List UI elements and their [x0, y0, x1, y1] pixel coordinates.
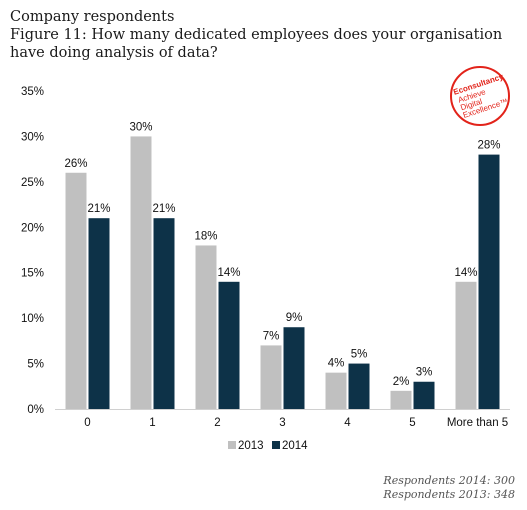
- y-tick-label: 5%: [27, 359, 44, 371]
- data-label: 14%: [454, 267, 477, 279]
- x-category-label: 2: [214, 417, 220, 429]
- respondent-notes: Respondents 2014: 300 Respondents 2013: …: [383, 474, 515, 502]
- respondents-2013-note: Respondents 2013: 348: [383, 488, 515, 501]
- y-tick-label: 0%: [27, 404, 44, 416]
- y-tick-label: 30%: [21, 131, 44, 143]
- legend-label-2014: 2014: [282, 440, 308, 452]
- bar-2014: [478, 154, 500, 409]
- x-category-label: 4: [344, 417, 351, 429]
- bar-2014: [153, 218, 175, 409]
- y-tick-label: 15%: [21, 268, 44, 280]
- data-label: 18%: [194, 230, 217, 242]
- data-label: 4%: [328, 358, 345, 370]
- bar-2013: [130, 136, 152, 409]
- data-label: 3%: [416, 367, 433, 379]
- bar-2014: [348, 363, 370, 409]
- y-axis: 0% 5% 10% 15% 20% 25% 30% 35%: [21, 86, 44, 416]
- data-label: 5%: [351, 349, 368, 361]
- chart-heading: Company respondents Figure 11: How many …: [10, 8, 515, 62]
- data-label: 21%: [152, 203, 175, 215]
- bars-group: 26% 21% 30% 21% 18% 14% 7% 9% 4% 5% 2% 3% 14% 28%: [64, 121, 501, 409]
- data-label: 2%: [393, 376, 410, 388]
- bar-2013: [65, 172, 87, 409]
- econsultancy-logo: Econsultancy Achieve Digital Excellence™: [450, 66, 510, 126]
- data-label: 26%: [64, 158, 87, 170]
- bar-2013: [325, 372, 347, 409]
- bar-2013: [195, 245, 217, 409]
- bar-2013: [455, 281, 477, 409]
- data-label: 30%: [129, 121, 152, 133]
- y-tick-label: 20%: [21, 222, 44, 234]
- bar-2013: [260, 345, 282, 409]
- bar-2014: [413, 381, 435, 409]
- data-label: 7%: [263, 330, 280, 342]
- x-category-label: 3: [279, 417, 285, 429]
- data-label: 14%: [217, 267, 240, 279]
- legend-label-2013: 2013: [238, 440, 264, 452]
- respondents-2014-note: Respondents 2014: 300: [383, 474, 515, 487]
- x-category-label: 5: [409, 417, 415, 429]
- logo-circle: [450, 66, 510, 126]
- x-axis: 0 1 2 3 4 5 More than 5: [55, 409, 510, 429]
- heading-line-1: Company respondents: [10, 9, 175, 25]
- x-category-label: 0: [84, 417, 90, 429]
- x-category-label: 1: [149, 417, 155, 429]
- bar-2014: [88, 218, 110, 409]
- legend: 2013 2014: [228, 440, 308, 452]
- heading-line-2: Figure 11: How many dedicated employees …: [10, 27, 503, 61]
- data-label: 21%: [87, 203, 110, 215]
- legend-swatch-2013: [228, 441, 236, 449]
- x-category-label: More than 5: [447, 417, 508, 429]
- bar-2014: [283, 327, 305, 409]
- legend-swatch-2014: [272, 441, 280, 449]
- bar-2013: [390, 390, 412, 409]
- y-tick-label: 25%: [21, 177, 44, 189]
- data-label: 28%: [477, 140, 500, 152]
- y-tick-label: 10%: [21, 313, 44, 325]
- y-tick-label: 35%: [21, 86, 44, 98]
- bar-2014: [218, 281, 240, 409]
- data-label: 9%: [286, 312, 303, 324]
